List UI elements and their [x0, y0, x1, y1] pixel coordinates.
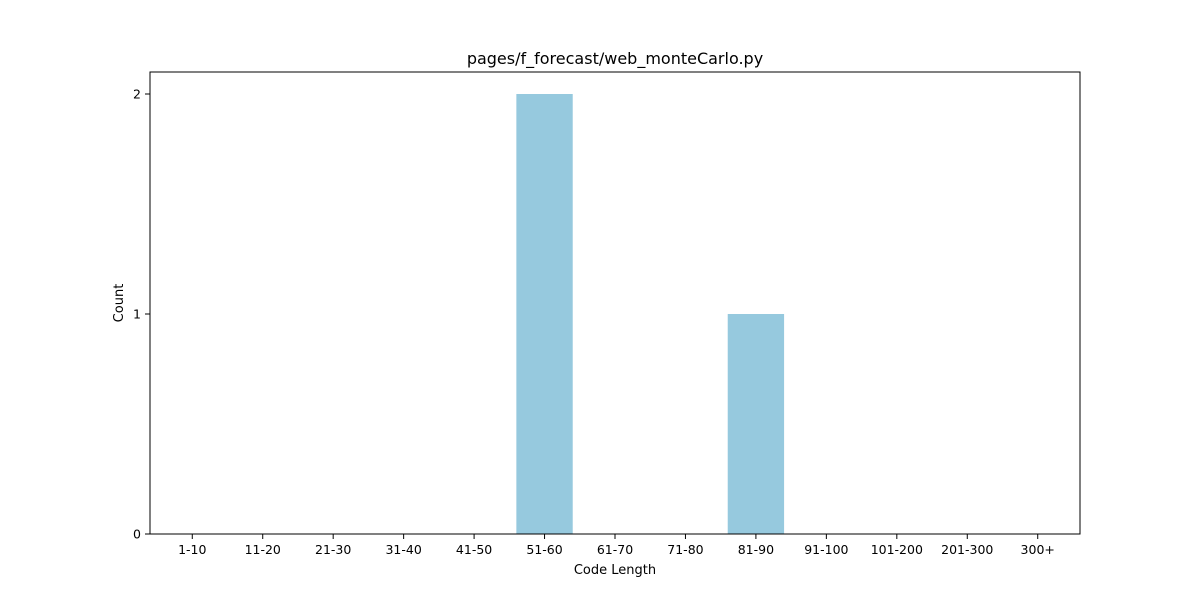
y-tick-label: 1: [133, 307, 141, 322]
x-tick-label: 21-30: [315, 542, 351, 557]
y-axis-label: Count: [112, 284, 127, 323]
bars-group: [516, 94, 784, 534]
y-tick-label: 2: [133, 87, 141, 102]
x-tick-label: 11-20: [245, 542, 281, 557]
x-tick-label: 81-90: [738, 542, 774, 557]
y-tick-label: 0: [133, 527, 141, 542]
x-tick-label: 91-100: [804, 542, 848, 557]
x-tick-label: 101-200: [871, 542, 923, 557]
x-tick-label: 201-300: [941, 542, 993, 557]
bar-81-90: [728, 314, 784, 534]
chart-title: pages/f_forecast/web_monteCarlo.py: [467, 49, 763, 69]
x-tick-label: 61-70: [597, 542, 633, 557]
x-axis: 1-10 11-20 21-30 31-40 41-50 51-60 61-70 71-80 8…: [178, 534, 1055, 557]
plot-frame: [150, 72, 1080, 534]
x-axis-label: Code Length: [574, 563, 656, 578]
y-axis: 0 1 2: [133, 87, 150, 542]
x-tick-label: 1-10: [178, 542, 206, 557]
bar-51-60: [516, 94, 572, 534]
x-tick-label: 51-60: [526, 542, 562, 557]
x-tick-label: 71-80: [667, 542, 703, 557]
x-tick-label: 41-50: [456, 542, 492, 557]
x-tick-label: 300+: [1021, 542, 1055, 557]
x-tick-label: 31-40: [385, 542, 421, 557]
